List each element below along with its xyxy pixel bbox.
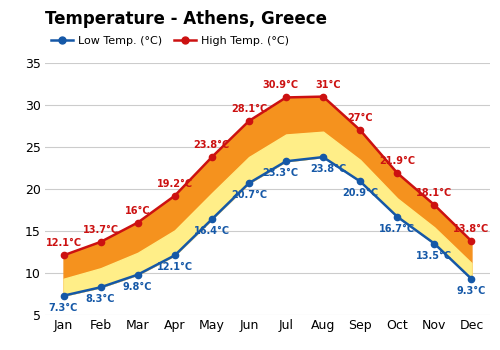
Text: 16.7°C: 16.7°C: [379, 224, 416, 234]
High Temp. (°C): [134, 220, 140, 225]
Text: 9.8°C: 9.8°C: [123, 282, 152, 292]
Low Temp. (°C): [98, 285, 103, 289]
Line: Low Temp. (°C): Low Temp. (°C): [60, 154, 474, 299]
Text: 9.3°C: 9.3°C: [457, 286, 486, 296]
Text: 16°C: 16°C: [125, 206, 150, 216]
Low Temp. (°C): [320, 155, 326, 159]
Text: 20.9°C: 20.9°C: [342, 188, 378, 198]
Text: 16.4°C: 16.4°C: [194, 226, 230, 236]
Low Temp. (°C): [432, 241, 438, 246]
High Temp. (°C): [209, 155, 215, 159]
Text: 13.5°C: 13.5°C: [416, 251, 452, 260]
Legend: Low Temp. (°C), High Temp. (°C): Low Temp. (°C), High Temp. (°C): [50, 36, 290, 46]
High Temp. (°C): [172, 194, 178, 198]
Low Temp. (°C): [60, 294, 66, 298]
Text: 23.3°C: 23.3°C: [262, 168, 298, 178]
Text: Temperature - Athens, Greece: Temperature - Athens, Greece: [45, 10, 327, 28]
Text: 12.1°C: 12.1°C: [46, 238, 82, 248]
High Temp. (°C): [432, 203, 438, 207]
High Temp. (°C): [468, 239, 474, 243]
Text: 23.8°C: 23.8°C: [310, 164, 347, 174]
High Temp. (°C): [283, 95, 289, 99]
Text: 23.8°C: 23.8°C: [194, 140, 230, 150]
Text: 8.3°C: 8.3°C: [86, 294, 116, 304]
Low Temp. (°C): [172, 253, 178, 258]
Text: 21.9°C: 21.9°C: [379, 156, 416, 166]
Text: 19.2°C: 19.2°C: [156, 179, 193, 189]
High Temp. (°C): [394, 171, 400, 175]
Low Temp. (°C): [283, 159, 289, 163]
High Temp. (°C): [246, 119, 252, 123]
Text: 31°C: 31°C: [316, 80, 342, 90]
High Temp. (°C): [60, 253, 66, 258]
Low Temp. (°C): [394, 215, 400, 219]
Line: High Temp. (°C): High Temp. (°C): [60, 93, 474, 259]
Low Temp. (°C): [246, 181, 252, 185]
Text: 12.1°C: 12.1°C: [156, 262, 193, 272]
Text: 20.7°C: 20.7°C: [231, 190, 267, 200]
Low Temp. (°C): [468, 277, 474, 281]
Text: 7.3°C: 7.3°C: [49, 303, 78, 313]
Text: 13.8°C: 13.8°C: [454, 224, 490, 234]
High Temp. (°C): [98, 240, 103, 244]
Text: 28.1°C: 28.1°C: [231, 104, 267, 114]
High Temp. (°C): [320, 94, 326, 99]
Low Temp. (°C): [209, 217, 215, 221]
Low Temp. (°C): [134, 273, 140, 277]
High Temp. (°C): [357, 128, 363, 132]
Text: 18.1°C: 18.1°C: [416, 188, 453, 198]
Text: 13.7°C: 13.7°C: [82, 225, 118, 235]
Low Temp. (°C): [357, 179, 363, 183]
Text: 30.9°C: 30.9°C: [262, 80, 298, 91]
Text: 27°C: 27°C: [348, 113, 373, 123]
